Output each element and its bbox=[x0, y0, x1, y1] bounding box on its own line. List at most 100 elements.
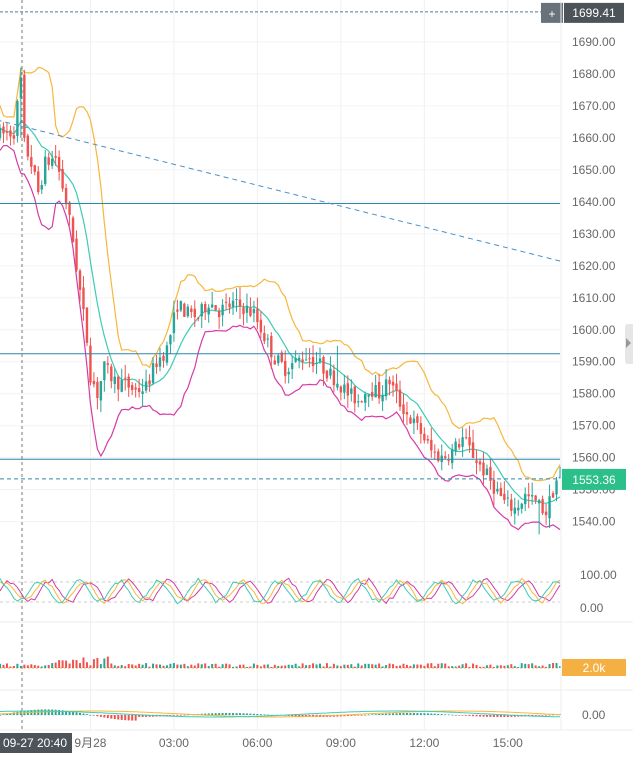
candle-body[interactable] bbox=[530, 494, 534, 497]
candle-body[interactable] bbox=[144, 381, 148, 391]
candle-body[interactable] bbox=[2, 126, 5, 134]
candle-body[interactable] bbox=[75, 238, 78, 271]
candle-body[interactable] bbox=[110, 366, 113, 382]
candle-body[interactable] bbox=[419, 423, 423, 434]
candle-body[interactable] bbox=[85, 307, 89, 343]
candle-body[interactable] bbox=[485, 468, 489, 475]
candle-body[interactable] bbox=[217, 310, 221, 318]
candle-body[interactable] bbox=[437, 451, 440, 461]
candle-body[interactable] bbox=[106, 363, 110, 365]
candle-body[interactable] bbox=[245, 305, 249, 313]
candle-body[interactable] bbox=[527, 494, 530, 497]
candle-body[interactable] bbox=[113, 376, 116, 384]
candle-body[interactable] bbox=[544, 511, 548, 516]
candle-body[interactable] bbox=[524, 493, 527, 505]
candle-body[interactable] bbox=[315, 362, 318, 364]
candle-body[interactable] bbox=[464, 437, 468, 439]
candle-body[interactable] bbox=[325, 370, 329, 379]
candle-body[interactable] bbox=[5, 131, 9, 133]
candle-body[interactable] bbox=[517, 507, 520, 511]
candle-body[interactable] bbox=[0, 127, 2, 138]
candle-body[interactable] bbox=[228, 303, 231, 308]
candle-body[interactable] bbox=[318, 358, 322, 362]
candle-body[interactable] bbox=[151, 363, 155, 383]
candle-body[interactable] bbox=[346, 383, 350, 396]
candle-body[interactable] bbox=[280, 352, 283, 362]
candle-body[interactable] bbox=[210, 304, 214, 308]
candle-body[interactable] bbox=[130, 385, 134, 391]
candle-body[interactable] bbox=[489, 467, 492, 481]
candle-body[interactable] bbox=[304, 359, 308, 361]
candle-body[interactable] bbox=[252, 308, 256, 314]
candle-body[interactable] bbox=[405, 412, 409, 415]
candle-body[interactable] bbox=[336, 383, 339, 388]
candle-body[interactable] bbox=[16, 101, 19, 136]
candle-body[interactable] bbox=[551, 493, 555, 498]
candle-body[interactable] bbox=[200, 304, 203, 317]
candle-body[interactable] bbox=[9, 130, 12, 137]
candle-body[interactable] bbox=[221, 304, 224, 316]
candle-body[interactable] bbox=[457, 443, 461, 448]
candle-body[interactable] bbox=[89, 345, 92, 383]
candle-body[interactable] bbox=[197, 317, 200, 319]
candle-body[interactable] bbox=[249, 307, 252, 316]
candle-body[interactable] bbox=[172, 312, 176, 334]
candle-body[interactable] bbox=[284, 360, 287, 376]
candle-body[interactable] bbox=[374, 385, 377, 398]
candle-body[interactable] bbox=[259, 319, 263, 333]
candle-body[interactable] bbox=[176, 309, 179, 312]
candle-body[interactable] bbox=[367, 394, 370, 397]
candle-body[interactable] bbox=[50, 158, 54, 166]
candle-body[interactable] bbox=[179, 301, 183, 311]
collapse-panel-handle[interactable] bbox=[625, 324, 633, 364]
candle-body[interactable] bbox=[357, 401, 360, 403]
candle-body[interactable] bbox=[124, 377, 127, 379]
candle-body[interactable] bbox=[57, 156, 61, 172]
candle-body[interactable] bbox=[127, 376, 130, 388]
candle-body[interactable] bbox=[332, 370, 336, 386]
candle-body[interactable] bbox=[510, 499, 513, 511]
candle-body[interactable] bbox=[430, 439, 433, 451]
candle-body[interactable] bbox=[350, 388, 353, 394]
candle-body[interactable] bbox=[270, 336, 273, 358]
candle-body[interactable] bbox=[186, 306, 190, 317]
candle-body[interactable] bbox=[290, 363, 294, 370]
candle-body[interactable] bbox=[301, 359, 304, 362]
candle-body[interactable] bbox=[409, 417, 412, 424]
candle-body[interactable] bbox=[71, 217, 75, 242]
candle-body[interactable] bbox=[541, 499, 544, 514]
candle-body[interactable] bbox=[103, 361, 106, 381]
candle-body[interactable] bbox=[12, 135, 16, 139]
candle-body[interactable] bbox=[471, 442, 475, 458]
candle-body[interactable] bbox=[47, 157, 50, 165]
candle-body[interactable] bbox=[370, 392, 374, 397]
candle-body[interactable] bbox=[162, 355, 165, 361]
candle-body[interactable] bbox=[155, 363, 158, 368]
candle-body[interactable] bbox=[231, 300, 235, 307]
candle-body[interactable] bbox=[412, 418, 416, 424]
candle-body[interactable] bbox=[461, 437, 464, 447]
candle-body[interactable] bbox=[398, 389, 402, 407]
candle-body[interactable] bbox=[214, 305, 217, 311]
candle-body[interactable] bbox=[353, 386, 356, 404]
candle-body[interactable] bbox=[23, 74, 26, 138]
candle-body[interactable] bbox=[478, 461, 482, 465]
candle-body[interactable] bbox=[329, 368, 332, 376]
candle-body[interactable] bbox=[364, 394, 367, 403]
candle-body[interactable] bbox=[499, 488, 503, 497]
candle-body[interactable] bbox=[377, 381, 381, 399]
candle-body[interactable] bbox=[169, 335, 172, 345]
add-alert-button[interactable] bbox=[541, 2, 563, 23]
candle-body[interactable] bbox=[263, 333, 266, 342]
candle-body[interactable] bbox=[266, 338, 270, 340]
candle-body[interactable] bbox=[384, 379, 388, 397]
candle-body[interactable] bbox=[134, 387, 137, 390]
candle-body[interactable] bbox=[548, 496, 551, 519]
candle-body[interactable] bbox=[475, 460, 478, 463]
candle-body[interactable] bbox=[343, 384, 346, 393]
candle-body[interactable] bbox=[82, 287, 85, 310]
candle-body[interactable] bbox=[238, 299, 242, 307]
candle-body[interactable] bbox=[287, 371, 290, 375]
candle-body[interactable] bbox=[99, 381, 103, 401]
